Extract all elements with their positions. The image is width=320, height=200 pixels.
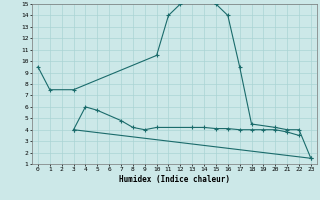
X-axis label: Humidex (Indice chaleur): Humidex (Indice chaleur) bbox=[119, 175, 230, 184]
